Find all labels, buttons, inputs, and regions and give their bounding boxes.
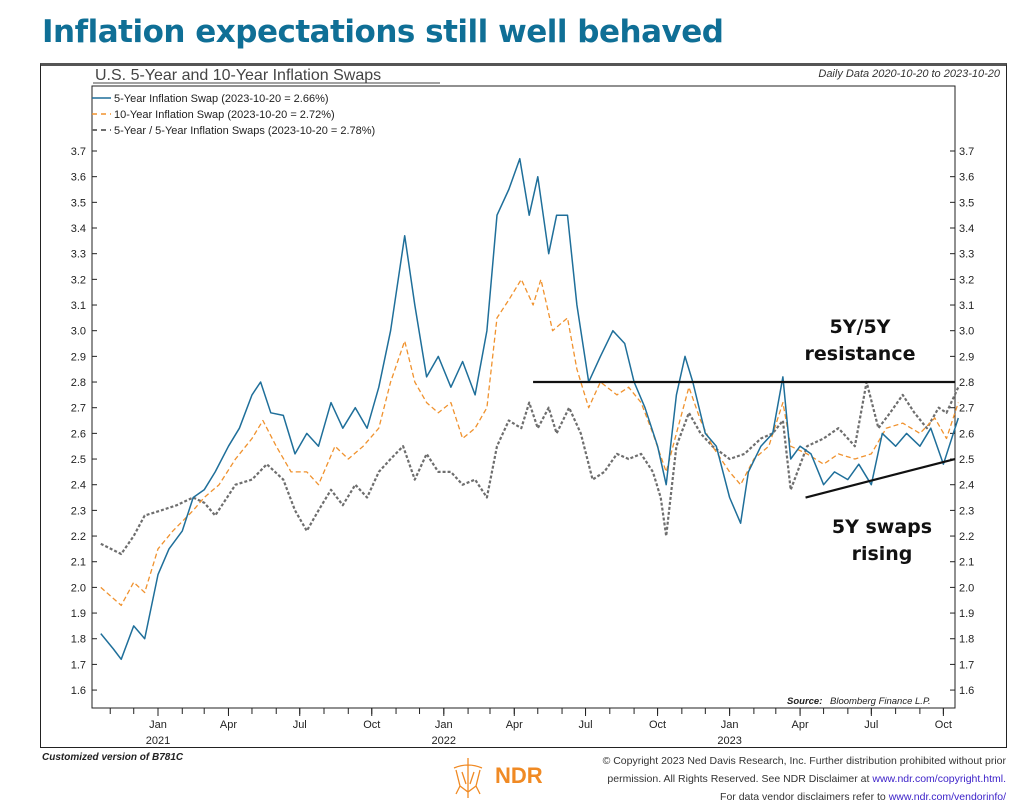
x-year-label: 2022 (432, 735, 456, 747)
ndr-bull-logo-icon (453, 758, 483, 798)
y-tick-label-left: 2.8 (71, 377, 86, 389)
y-tick-label-right: 2.1 (959, 557, 974, 569)
y-tick-label-left: 3.4 (71, 223, 86, 235)
x-year-label: 2023 (717, 735, 741, 747)
y-tick-label-left: 3.1 (71, 300, 86, 312)
y-tick-label-left: 2.2 (71, 531, 86, 543)
source-box (780, 692, 950, 707)
y-tick-label-right: 3.5 (959, 197, 974, 209)
x-year-label: 2021 (146, 735, 170, 747)
x-tick-label: Oct (363, 719, 380, 731)
y-tick-label-right: 3.1 (959, 300, 974, 312)
x-tick-label: Oct (649, 719, 666, 731)
x-tick-label: Jan (149, 719, 167, 731)
x-tick-label: Jan (721, 719, 739, 731)
annotation-resistance-line2: resistance (805, 343, 916, 365)
series-line-2 (100, 278, 959, 607)
legend: 5-Year Inflation Swap (2023-10-20 = 2.66… (92, 93, 375, 137)
y-tick-label-left: 2.4 (71, 480, 86, 492)
annotation-rising-line2: rising (852, 543, 913, 565)
series-line-1 (100, 157, 960, 661)
x-tick-label: Jan (435, 719, 453, 731)
y-tick-label-left: 3.6 (71, 172, 86, 184)
y-tick-label-right: 3.7 (959, 146, 974, 158)
legend-label-2: 10-Year Inflation Swap (2023-10-20 = 2.7… (114, 109, 335, 121)
y-tick-label-left: 2.7 (71, 403, 86, 415)
y-tick-label-right: 2.7 (959, 403, 974, 415)
legend-label-1: 5-Year Inflation Swap (2023-10-20 = 2.66… (114, 93, 329, 105)
y-tick-label-left: 1.9 (71, 608, 86, 620)
copyright-line3: For data vendor disclaimers refer to (720, 791, 886, 803)
y-tick-label-left: 2.6 (71, 428, 86, 440)
y-tick-label-left: 3.7 (71, 146, 86, 158)
copyright-link[interactable]: www.ndr.com/copyright.html. (872, 773, 1006, 785)
y-tick-label-left: 2.5 (71, 454, 86, 466)
y-tick-label-right: 1.7 (959, 659, 974, 671)
y-tick-label-right: 1.6 (959, 685, 974, 697)
y-tick-label-left: 3.5 (71, 197, 86, 209)
copyright-line2: permission. All Rights Reserved. See NDR… (607, 773, 870, 785)
series-line-3 (100, 380, 960, 556)
y-tick-label-right: 1.9 (959, 608, 974, 620)
y-tick-label-right: 2.9 (959, 351, 974, 363)
copyright-line1: © Copyright 2023 Ned Davis Research, Inc… (602, 755, 1006, 767)
y-tick-label-left: 1.7 (71, 659, 86, 671)
annotation-resistance-line1: 5Y/5Y (830, 316, 891, 338)
x-tick-label: Jul (864, 719, 878, 731)
source-label: Source: (787, 696, 822, 707)
y-tick-label-right: 3.2 (959, 274, 974, 286)
y-tick-label-right: 2.2 (959, 531, 974, 543)
y-tick-label-right: 3.4 (959, 223, 974, 235)
y-tick-label-right: 3.0 (959, 326, 974, 338)
y-tick-label-left: 2.0 (71, 582, 86, 594)
y-tick-label-right: 2.5 (959, 454, 974, 466)
y-tick-label-left: 1.8 (71, 634, 86, 646)
chart-subtitle: Daily Data 2020-10-20 to 2023-10-20 (818, 68, 1001, 80)
chart-frame (40, 63, 1007, 748)
y-tick-label-right: 1.8 (959, 634, 974, 646)
axes: 1.6 1.6 1.7 1.7 1.8 1.8 1.9 1.9 2.0 2.0 2.1 2.1 2.2 2… (71, 146, 975, 747)
legend-label-3: 5-Year / 5-Year Inflation Swaps (2023-10… (114, 125, 375, 137)
y-tick-label-left: 3.2 (71, 274, 86, 286)
x-tick-label: Apr (506, 719, 523, 731)
vendor-info-link[interactable]: www.ndr.com/vendorinfo/ (888, 791, 1006, 803)
copyright-notice: © Copyright 2023 Ned Davis Research, Inc… (603, 752, 1006, 806)
series-lines (100, 157, 960, 661)
y-tick-label-left: 2.3 (71, 505, 86, 517)
annotation-rising-line1: 5Y swaps (832, 516, 932, 538)
y-tick-label-right: 2.3 (959, 505, 974, 517)
chart-title: U.S. 5-Year and 10-Year Inflation Swaps (95, 67, 381, 84)
footer-version: Customized version of B781C (42, 752, 184, 763)
x-tick-label: Apr (220, 719, 237, 731)
x-tick-label: Jul (293, 719, 307, 731)
y-tick-label-right: 2.6 (959, 428, 974, 440)
x-tick-label: Apr (792, 719, 809, 731)
y-tick-label-left: 3.3 (71, 249, 86, 261)
x-tick-label: Jul (579, 719, 593, 731)
y-tick-label-left: 3.0 (71, 326, 86, 338)
x-tick-label: Oct (935, 719, 952, 731)
y-tick-label-left: 1.6 (71, 685, 86, 697)
plot-area (91, 85, 956, 709)
y-tick-label-right: 3.3 (959, 249, 974, 261)
y-tick-label-right: 3.6 (959, 172, 974, 184)
source-text: Bloomberg Finance L.P. (830, 696, 931, 707)
ndr-logo-text: NDR (495, 763, 543, 788)
annotations: 5Y/5Y resistance 5Y swaps rising (533, 316, 956, 565)
y-tick-label-left: 2.1 (71, 557, 86, 569)
y-tick-label-left: 2.9 (71, 351, 86, 363)
y-tick-label-right: 2.8 (959, 377, 974, 389)
y-tick-label-right: 2.0 (959, 582, 974, 594)
y-tick-label-right: 2.4 (959, 480, 974, 492)
trend-line (805, 457, 956, 499)
page-title: Inflation expectations still well behave… (42, 14, 724, 50)
